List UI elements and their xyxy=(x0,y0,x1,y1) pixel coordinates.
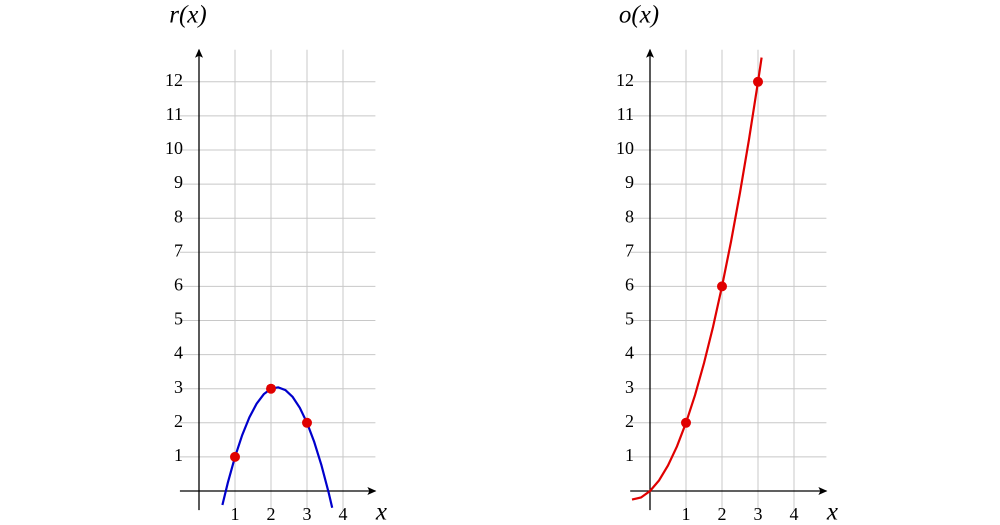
x-tick-label: 2 xyxy=(718,504,727,524)
y-tick-label: 9 xyxy=(625,172,634,192)
y-tick-label: 1 xyxy=(625,445,634,465)
x-axis-label: x xyxy=(826,499,838,525)
chart-title: r(x) xyxy=(169,2,206,29)
y-tick-label: 11 xyxy=(617,104,634,124)
x-tick-label: 2 xyxy=(267,504,276,524)
x-arrow xyxy=(367,487,377,495)
x-tick-label: 4 xyxy=(790,504,799,524)
y-tick-label: 7 xyxy=(174,240,183,260)
point xyxy=(681,417,691,428)
x-arrow xyxy=(818,487,828,495)
x-tick-label: 1 xyxy=(231,504,240,524)
y-tick-label: 12 xyxy=(165,70,183,90)
y-tick-label: 10 xyxy=(616,138,634,158)
y-tick-label: 8 xyxy=(625,206,634,226)
y-tick-label: 11 xyxy=(166,104,183,124)
point xyxy=(753,76,763,87)
point xyxy=(230,451,240,462)
point xyxy=(266,383,276,394)
curve xyxy=(221,386,334,508)
y-tick-label: 4 xyxy=(625,343,634,363)
y-tick-label: 9 xyxy=(174,172,183,192)
y-tick-label: 10 xyxy=(165,138,183,158)
y-tick-label: 6 xyxy=(174,275,183,295)
point xyxy=(302,417,312,428)
y-tick-label: 7 xyxy=(625,240,634,260)
y-tick-label: 6 xyxy=(625,275,634,295)
y-tick-label: 3 xyxy=(625,377,634,397)
y-tick-label: 2 xyxy=(625,411,634,431)
y-tick-label: 8 xyxy=(174,206,183,226)
y-tick-label: 12 xyxy=(616,70,634,90)
x-tick-label: 3 xyxy=(754,504,763,524)
y-tick-label: 3 xyxy=(174,377,183,397)
y-arrow xyxy=(646,48,654,58)
x-tick-label: 1 xyxy=(682,504,691,524)
x-axis-label: x xyxy=(375,499,387,525)
point xyxy=(717,281,727,292)
y-tick-label: 5 xyxy=(174,309,183,329)
y-tick-label: 2 xyxy=(174,411,183,431)
x-tick-label: 3 xyxy=(303,504,312,524)
chart-title: o(x) xyxy=(619,2,659,29)
y-arrow xyxy=(195,48,203,58)
y-tick-label: 1 xyxy=(174,445,183,465)
curve xyxy=(631,57,763,501)
y-tick-label: 5 xyxy=(625,309,634,329)
y-tick-label: 4 xyxy=(174,343,183,363)
x-tick-label: 4 xyxy=(339,504,348,524)
